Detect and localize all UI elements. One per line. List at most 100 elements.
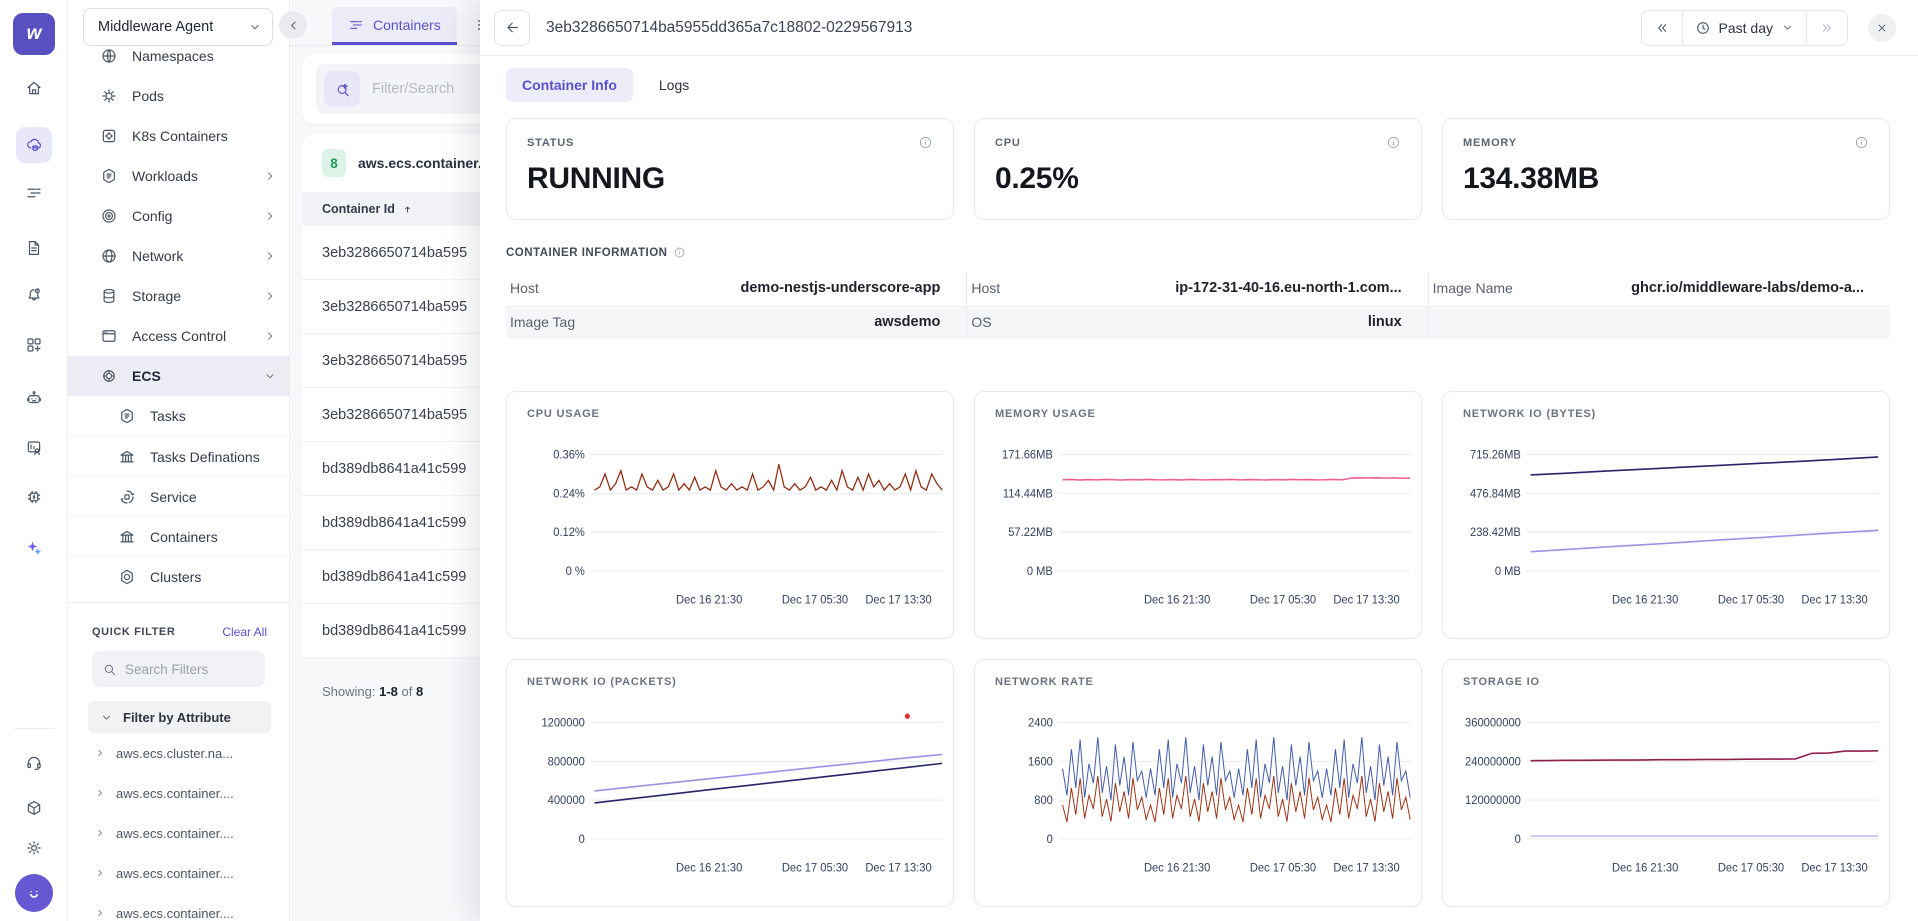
sidebar-item-service[interactable]: Service	[68, 476, 289, 516]
chevron-right-icon	[94, 827, 106, 839]
info-cell-image-name: Image Name ghcr.io/middleware-labs/demo-…	[1432, 280, 1864, 296]
list-tabbar: Containers	[290, 0, 670, 46]
svg-text:57.22MB: 57.22MB	[1008, 527, 1053, 539]
sidebar-item-k8s-containers[interactable]: K8s Containers	[68, 116, 289, 156]
stat-cards: STATUS RUNNING CPU 0.25% MEMORY 134.38MB	[506, 118, 1890, 220]
svg-text:0.36%: 0.36%	[553, 449, 585, 461]
close-button[interactable]	[1868, 13, 1896, 42]
svg-text:Dec 17 05:30: Dec 17 05:30	[1250, 594, 1316, 606]
quick-filter-title: QUICK FILTER	[92, 626, 176, 638]
list-icon[interactable]	[16, 175, 52, 211]
dashboards-icon[interactable]	[16, 327, 52, 363]
tab-logs[interactable]: Logs	[658, 77, 690, 93]
rail-divider	[14, 728, 54, 729]
sidebar-item-config[interactable]: Config	[68, 196, 289, 236]
processes-icon[interactable]	[16, 479, 52, 515]
info-cell-empty	[1429, 305, 1890, 339]
sidebar-item-clusters[interactable]: Clusters	[68, 556, 289, 596]
sidebar-item-storage[interactable]: Storage	[68, 276, 289, 316]
rum-icon[interactable]	[16, 430, 52, 466]
bot-icon[interactable]	[16, 380, 52, 416]
sidebar-collapse-button[interactable]	[279, 11, 307, 39]
svg-text:Dec 17 13:30: Dec 17 13:30	[1801, 862, 1867, 874]
avatar[interactable]	[14, 874, 53, 912]
attribute-row[interactable]: aws.ecs.cluster.na...	[68, 733, 289, 773]
network-rate-chart: NETWORK RATE 2400 1600 800 0 Dec 16 21:30 Dec…	[974, 659, 1422, 907]
attribute-row[interactable]: aws.ecs.container....	[68, 813, 289, 853]
container-id-title: 3eb3286650714ba5955dd365a7c18802-0229567…	[546, 18, 913, 36]
time-range-dropdown[interactable]: Past day	[1681, 10, 1806, 45]
network-rate-plot[interactable]: 2400 1600 800 0 Dec 16 21:30 Dec 17 05:30 Dec …	[981, 696, 1417, 892]
svg-text:400000: 400000	[548, 795, 585, 807]
svg-text:240000000: 240000000	[1465, 756, 1521, 768]
logs-icon[interactable]	[16, 230, 52, 266]
sidebar-item-tasks[interactable]: Tasks	[68, 396, 289, 436]
attribute-row[interactable]: aws.ecs.container....	[68, 893, 289, 921]
svg-text:Dec 16 21:30: Dec 16 21:30	[676, 594, 742, 606]
time-back-button[interactable]	[1642, 11, 1682, 45]
time-range-control: Past day	[1640, 9, 1848, 46]
memory-value: 134.38MB	[1463, 162, 1600, 195]
tab-containers[interactable]: Containers	[332, 7, 457, 45]
chevron-right-icon	[94, 867, 106, 879]
alerts-icon[interactable]	[16, 277, 52, 313]
chevron-down-icon	[263, 369, 277, 383]
sidebar-item-ecs[interactable]: ECS	[68, 356, 289, 396]
filter-search-box[interactable]	[92, 651, 265, 687]
clear-all-link[interactable]: Clear All	[222, 625, 267, 639]
chevron-right-icon	[263, 169, 277, 183]
time-forward-button[interactable]	[1806, 10, 1847, 45]
cpu-usage-chart: CPU USAGE 0.36% 0.24% 0.12% 0 % Dec 16 21:30…	[506, 391, 954, 639]
settings-icon[interactable]	[16, 830, 52, 866]
svg-text:Dec 17 13:30: Dec 17 13:30	[865, 862, 931, 874]
memory-usage-plot[interactable]: 171.66MB 114.44MB 57.22MB 0 MB Dec 16 21:30 D…	[981, 428, 1417, 624]
network-io-bytes-plot[interactable]: 715.26MB 476.84MB 238.42MB 0 MB Dec 16 21:30…	[1449, 428, 1885, 624]
sidebar-item-tasks-definations[interactable]: Tasks Definations	[68, 436, 289, 476]
cpu-usage-plot[interactable]: 0.36% 0.24% 0.12% 0 % Dec 16 21:30 Dec 17 05:…	[513, 428, 949, 624]
middleware-logo[interactable]: w	[13, 13, 55, 55]
integrations-icon[interactable]	[16, 790, 52, 826]
ai-icon[interactable]	[16, 530, 52, 566]
storage-io-plot[interactable]: 360000000 240000000 120000000 0 Dec 16 21:30…	[1449, 696, 1885, 892]
svg-text:2400: 2400	[1028, 717, 1053, 729]
info-icon[interactable]	[1854, 135, 1869, 150]
search-icon	[102, 662, 117, 677]
workspace-select[interactable]: Middleware Agent	[83, 8, 273, 46]
home-icon[interactable]	[16, 70, 52, 106]
sidebar-item-access-control[interactable]: Access Control	[68, 316, 289, 356]
sidebar-item-pods[interactable]: Pods	[68, 76, 289, 116]
attribute-row[interactable]: aws.ecs.container....	[68, 853, 289, 893]
sidebar-item-namespaces[interactable]: Namespaces	[68, 46, 289, 76]
status-card: STATUS RUNNING	[506, 118, 954, 220]
back-button[interactable]	[494, 9, 530, 46]
chevron-right-icon	[94, 787, 106, 799]
filter-search-input[interactable]	[125, 661, 235, 677]
infrastructure-icon[interactable]	[15, 127, 52, 163]
container-information-title: CONTAINER INFORMATION	[506, 246, 1890, 259]
chevron-right-icon	[263, 329, 277, 343]
svg-text:120000000: 120000000	[1465, 795, 1521, 807]
filter-by-attribute-toggle[interactable]: Filter by Attribute	[88, 701, 271, 733]
svg-text:Dec 17 05:30: Dec 17 05:30	[1718, 594, 1784, 606]
svg-text:0.24%: 0.24%	[553, 488, 585, 500]
sidebar: Middleware Agent Namespaces Pods K8s Con…	[68, 0, 290, 921]
sidebar-item-containers[interactable]: Containers	[68, 516, 289, 556]
sidebar-item-workloads[interactable]: Workloads	[68, 156, 289, 196]
svg-text:114.44MB: 114.44MB	[1003, 488, 1053, 500]
svg-text:800000: 800000	[548, 756, 585, 768]
attribute-row[interactable]: aws.ecs.container....	[68, 773, 289, 813]
info-icon[interactable]	[918, 135, 933, 150]
svg-text:0 %: 0 %	[566, 566, 585, 578]
network-io-packets-chart: NETWORK IO (PACKETS) 1200000 800000 400000…	[506, 659, 954, 907]
info-icon[interactable]	[1386, 135, 1401, 150]
network-io-packets-plot[interactable]: 1200000 800000 400000 0 Dec 16 21:30 Dec 17 0…	[513, 696, 949, 892]
info-icon[interactable]	[673, 246, 686, 259]
sidebar-item-network[interactable]: Network	[68, 236, 289, 276]
svg-text:Dec 17 05:30: Dec 17 05:30	[1718, 862, 1784, 874]
svg-text:0: 0	[579, 834, 585, 846]
support-icon[interactable]	[16, 745, 52, 781]
network-io-bytes-chart: NETWORK IO (BYTES) 715.26MB 476.84MB 238.4…	[1442, 391, 1890, 639]
svg-text:476.84MB: 476.84MB	[1470, 488, 1521, 500]
chevron-right-icon	[263, 249, 277, 263]
tab-container-info[interactable]: Container Info	[506, 68, 633, 102]
